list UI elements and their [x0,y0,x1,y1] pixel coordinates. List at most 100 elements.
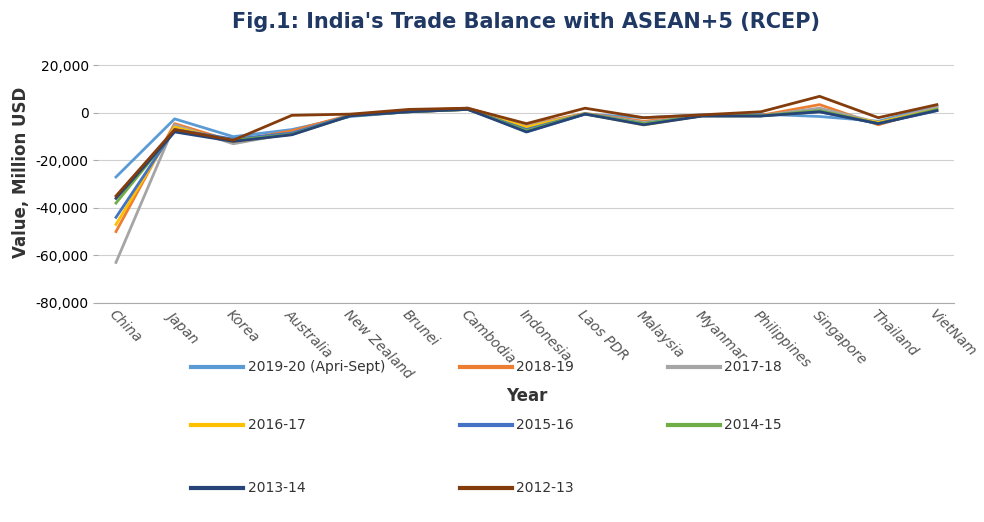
2017-18 [931,104,943,110]
2018-19 [755,112,767,118]
2014-15 [344,113,356,119]
2012-13 [521,121,532,127]
Title: Fig.1: India's Trade Balance with ASEAN+5 (RCEP): Fig.1: India's Trade Balance with ASEAN+… [232,12,821,32]
Y-axis label: Value, Million USD: Value, Million USD [12,87,30,258]
2012-13 [697,112,708,118]
2017-18 [755,113,767,119]
2016-17 [521,124,532,130]
2016-17 [403,109,415,115]
2014-15 [755,113,767,119]
2018-19 [403,108,415,114]
Text: 2018-19: 2018-19 [516,360,574,374]
2014-15 [814,108,826,114]
2017-18 [403,109,415,115]
2013-14 [697,113,708,119]
2019-20 (Apri-Sept) [168,116,180,122]
2018-19 [873,122,885,128]
2012-13 [403,106,415,113]
2012-13 [461,105,473,111]
2014-15 [873,121,885,127]
2016-17 [580,111,591,117]
2018-19 [286,127,298,134]
2019-20 (Apri-Sept) [580,111,591,117]
2012-13 [168,126,180,133]
2018-19 [110,229,122,235]
2012-13 [814,93,826,100]
2014-15 [461,106,473,113]
Line: 2019-20 (Apri-Sept): 2019-20 (Apri-Sept) [116,106,937,177]
2018-19 [168,121,180,127]
2012-13 [755,109,767,115]
2017-18 [638,120,649,126]
2019-20 (Apri-Sept) [931,103,943,109]
2013-14 [168,129,180,135]
2012-13 [580,105,591,111]
2015-16 [227,136,239,142]
2018-19 [580,110,591,116]
2016-17 [344,112,356,118]
2019-20 (Apri-Sept) [461,105,473,111]
Text: 2016-17: 2016-17 [248,419,305,432]
2015-16 [638,121,649,127]
2016-17 [461,106,473,113]
2017-18 [344,112,356,118]
2018-19 [344,112,356,118]
2013-14 [814,109,826,115]
2017-18 [580,111,591,117]
2016-17 [873,120,885,126]
2013-14 [638,122,649,128]
Line: 2013-14: 2013-14 [116,110,937,198]
2014-15 [697,113,708,119]
2018-19 [814,101,826,108]
Text: 2017-18: 2017-18 [724,360,781,374]
Line: 2012-13: 2012-13 [116,97,937,196]
2017-18 [697,113,708,119]
Line: 2016-17: 2016-17 [116,110,937,224]
2017-18 [286,130,298,136]
2016-17 [110,221,122,228]
2014-15 [286,131,298,137]
Line: 2017-18: 2017-18 [116,107,937,263]
2017-18 [521,123,532,129]
2015-16 [286,130,298,136]
2017-18 [168,122,180,128]
2013-14 [227,138,239,145]
2012-13 [638,114,649,121]
2018-19 [638,118,649,124]
2016-17 [755,113,767,119]
2019-20 (Apri-Sept) [873,118,885,124]
Line: 2015-16: 2015-16 [116,110,937,217]
2019-20 (Apri-Sept) [227,134,239,140]
Line: 2014-15: 2014-15 [116,110,937,203]
2013-14 [873,121,885,127]
2019-20 (Apri-Sept) [344,113,356,120]
2016-17 [227,138,239,145]
2014-15 [403,109,415,115]
2017-18 [814,105,826,111]
2015-16 [931,108,943,114]
2012-13 [110,193,122,199]
2016-17 [697,113,708,119]
2018-19 [521,122,532,128]
2019-20 (Apri-Sept) [403,109,415,115]
2012-13 [227,137,239,144]
Text: 2019-20 (Apri-Sept): 2019-20 (Apri-Sept) [248,360,385,374]
Line: 2018-19: 2018-19 [116,104,937,232]
2016-17 [286,131,298,137]
2016-17 [814,109,826,115]
2012-13 [344,111,356,117]
2013-14 [521,129,532,135]
2013-14 [580,111,591,117]
2014-15 [580,111,591,117]
2015-16 [873,121,885,127]
Text: 2013-14: 2013-14 [248,481,305,494]
2014-15 [931,106,943,113]
2019-20 (Apri-Sept) [697,112,708,118]
2012-13 [931,101,943,108]
2015-16 [580,111,591,117]
2017-18 [227,140,239,147]
2016-17 [168,124,180,130]
2018-19 [697,112,708,118]
2012-13 [286,112,298,118]
2019-20 (Apri-Sept) [814,113,826,120]
